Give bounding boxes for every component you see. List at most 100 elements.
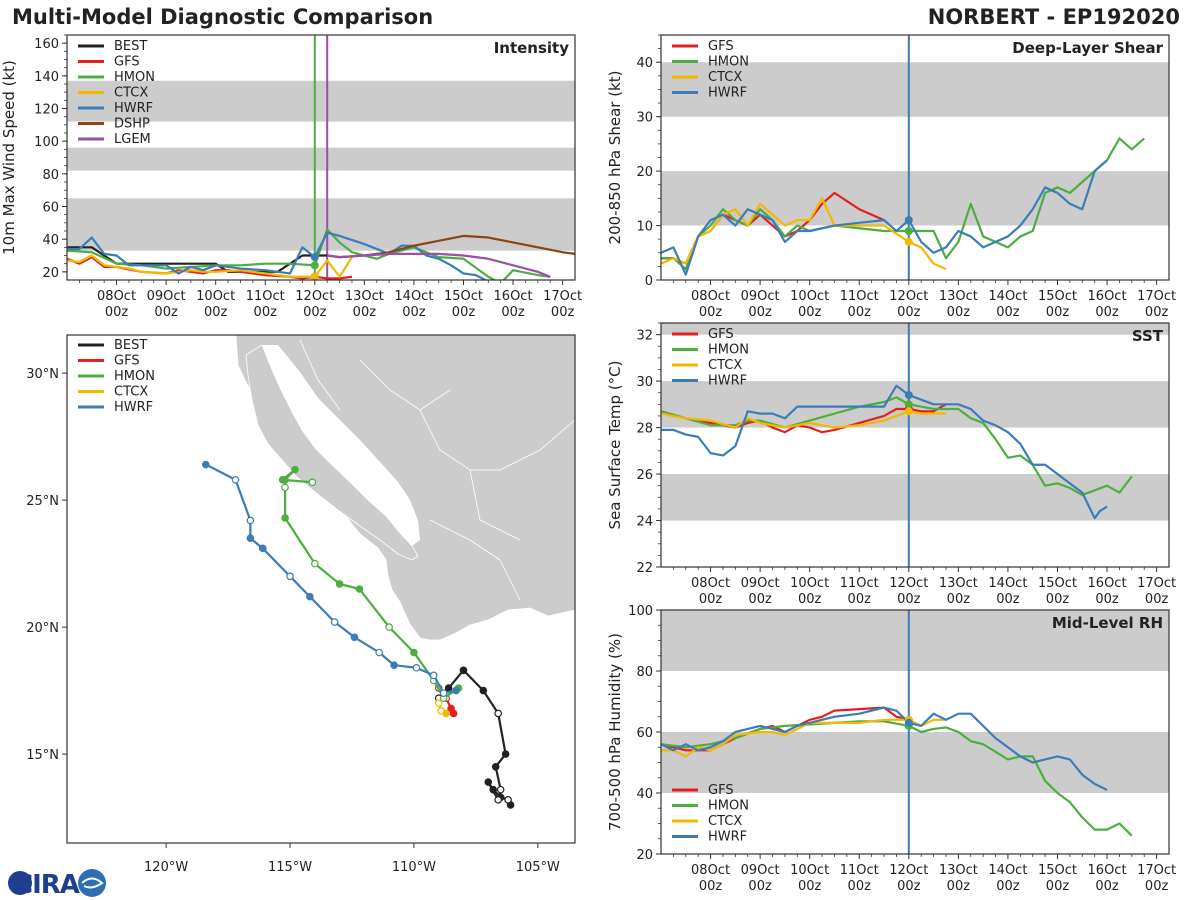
- xtick-date-sst: 15Oct: [1038, 576, 1077, 591]
- xtick-label-track: 105°W: [516, 860, 560, 875]
- xtick-date-sst: 08Oct: [691, 576, 730, 591]
- legend-label-gfs: GFS: [114, 55, 140, 70]
- panel-sst: 22242628303208Oct00z09Oct00z10Oct00z11Oc…: [606, 322, 1176, 607]
- xtick-date-shear: 12Oct: [889, 289, 928, 304]
- ytick-label-intensity: 100: [34, 135, 59, 150]
- band-sst: [661, 323, 1169, 335]
- ytick-label-track: 25°N: [26, 494, 59, 509]
- xtick-hour-rh: 00z: [848, 879, 872, 894]
- xtick-date-shear: 11Oct: [840, 289, 879, 304]
- track-point-ctcx: [434, 699, 443, 708]
- ytick-label-sst: 30: [636, 375, 653, 390]
- xtick-label-track: 120°W: [144, 860, 188, 875]
- track-point-hwrf: [246, 534, 255, 543]
- xtick-hour-sst: 00z: [1095, 592, 1119, 607]
- xtick-hour-shear: 00z: [947, 305, 971, 320]
- series-line-sst-hwrf: [661, 384, 1108, 520]
- frame-shear: [660, 34, 1170, 281]
- series-line-rh-hwrf: [661, 706, 1108, 791]
- series-line-intensity-lgem: [327, 252, 551, 278]
- xtick-hour-intensity: 00z: [452, 305, 476, 320]
- series-line-intensity-hwrf: [67, 231, 488, 280]
- band-intensity: [67, 198, 575, 251]
- track-point-gfs: [449, 709, 458, 718]
- xtick-hour-rh: 00z: [947, 879, 971, 894]
- cira-logo: CIRA: [8, 869, 106, 900]
- track-point-best: [501, 750, 510, 758]
- frame-rh: [660, 609, 1170, 855]
- series-group-sst: [661, 384, 1133, 520]
- xtick-hour-shear: 00z: [798, 305, 822, 320]
- analysis-point-rh-hwrf: [904, 718, 913, 727]
- track-point-hmon: [281, 483, 289, 492]
- analysis-point-intensity-ctcx: [310, 272, 319, 280]
- legend-label-gfs: GFS: [708, 327, 734, 342]
- ylabel-sst: Sea Surface Temp (°C): [606, 360, 624, 529]
- ytick-label-intensity: 20: [42, 266, 59, 281]
- legend-label-dshp: DSHP: [114, 117, 150, 132]
- panel-shear: 01020304008Oct00z09Oct00z10Oct00z11Oct00…: [606, 34, 1176, 320]
- xtick-date-shear: 15Oct: [1038, 289, 1077, 304]
- ytick-label-intensity: 80: [42, 168, 59, 183]
- xtick-date-rh: 16Oct: [1088, 863, 1127, 878]
- xtick-date-rh: 08Oct: [691, 863, 730, 878]
- band-intensity: [67, 80, 575, 122]
- xtick-date-intensity: 11Oct: [246, 289, 285, 304]
- series-line-shear-hwrf: [661, 159, 1108, 276]
- legend-label-gfs: GFS: [114, 354, 140, 369]
- storm-id-title: NORBERT - EP192020: [927, 5, 1180, 29]
- ytick-label-track: 30°N: [26, 367, 59, 382]
- ytick-label-sst: 28: [636, 422, 653, 437]
- track-point-hwrf: [246, 516, 255, 525]
- xtick-hour-shear: 00z: [1046, 305, 1070, 320]
- track-point-hwrf: [201, 460, 210, 469]
- xtick-hour-shear: 00z: [848, 305, 872, 320]
- series-group-rh: [661, 706, 1133, 837]
- xtick-date-shear: 13Oct: [939, 289, 978, 304]
- xtick-hour-sst: 00z: [798, 592, 822, 607]
- xtick-date-rh: 09Oct: [741, 863, 780, 878]
- track-point-hwrf: [412, 663, 421, 672]
- figure-title: Multi-Model Diagnostic Comparison: [12, 5, 434, 29]
- analysis-point-sst-hmon: [904, 400, 913, 409]
- legend-label-hwrf: HWRF: [708, 830, 747, 845]
- xtick-hour-rh: 00z: [1145, 879, 1169, 894]
- xtick-date-intensity: 13Oct: [345, 289, 384, 304]
- series-line-shear-hmon: [661, 137, 1145, 271]
- frame-intensity: [66, 34, 576, 281]
- legend-label-gfs: GFS: [708, 783, 734, 798]
- ytick-label-shear: 40: [636, 56, 653, 71]
- xtick-date-sst: 12Oct: [889, 576, 928, 591]
- ytick-label-shear: 20: [636, 165, 653, 180]
- xtick-date-sst: 17Oct: [1137, 576, 1176, 591]
- series-line-sst-hmon: [661, 396, 1133, 497]
- xtick-date-rh: 14Oct: [988, 863, 1027, 878]
- xtick-hour-shear: 00z: [897, 305, 921, 320]
- ylabel-intensity: 10m Max Wind Speed (kt): [0, 60, 18, 255]
- frame-track: [66, 334, 576, 844]
- xtick-hour-sst: 00z: [897, 592, 921, 607]
- logo-text: CIRA: [14, 870, 80, 900]
- legend-label-hmon: HMON: [708, 55, 749, 70]
- ytick-label-sst: 26: [636, 468, 653, 483]
- analysis-point-shear-hwrf: [904, 216, 913, 225]
- logo-globe-left: [8, 871, 32, 895]
- band-rh: [661, 610, 1169, 671]
- legend-label-ctcx: CTCX: [708, 814, 742, 829]
- xtick-date-intensity: 10Oct: [196, 289, 235, 304]
- track-point-ctcx: [442, 709, 450, 718]
- xtick-date-intensity: 16Oct: [494, 289, 533, 304]
- xtick-date-shear: 17Oct: [1137, 289, 1176, 304]
- xtick-date-shear: 16Oct: [1088, 289, 1127, 304]
- xtick-hour-rh: 00z: [699, 879, 723, 894]
- xtick-date-sst: 13Oct: [939, 576, 978, 591]
- xtick-date-rh: 12Oct: [889, 863, 928, 878]
- ytick-label-rh: 100: [628, 604, 653, 619]
- ytick-label-sst: 22: [636, 561, 653, 576]
- ytick-label-intensity: 120: [34, 103, 59, 118]
- track-point-best: [484, 778, 493, 786]
- xtick-hour-sst: 00z: [1046, 592, 1070, 607]
- band-shear: [661, 62, 1169, 117]
- legend-label-hwrf: HWRF: [114, 101, 153, 116]
